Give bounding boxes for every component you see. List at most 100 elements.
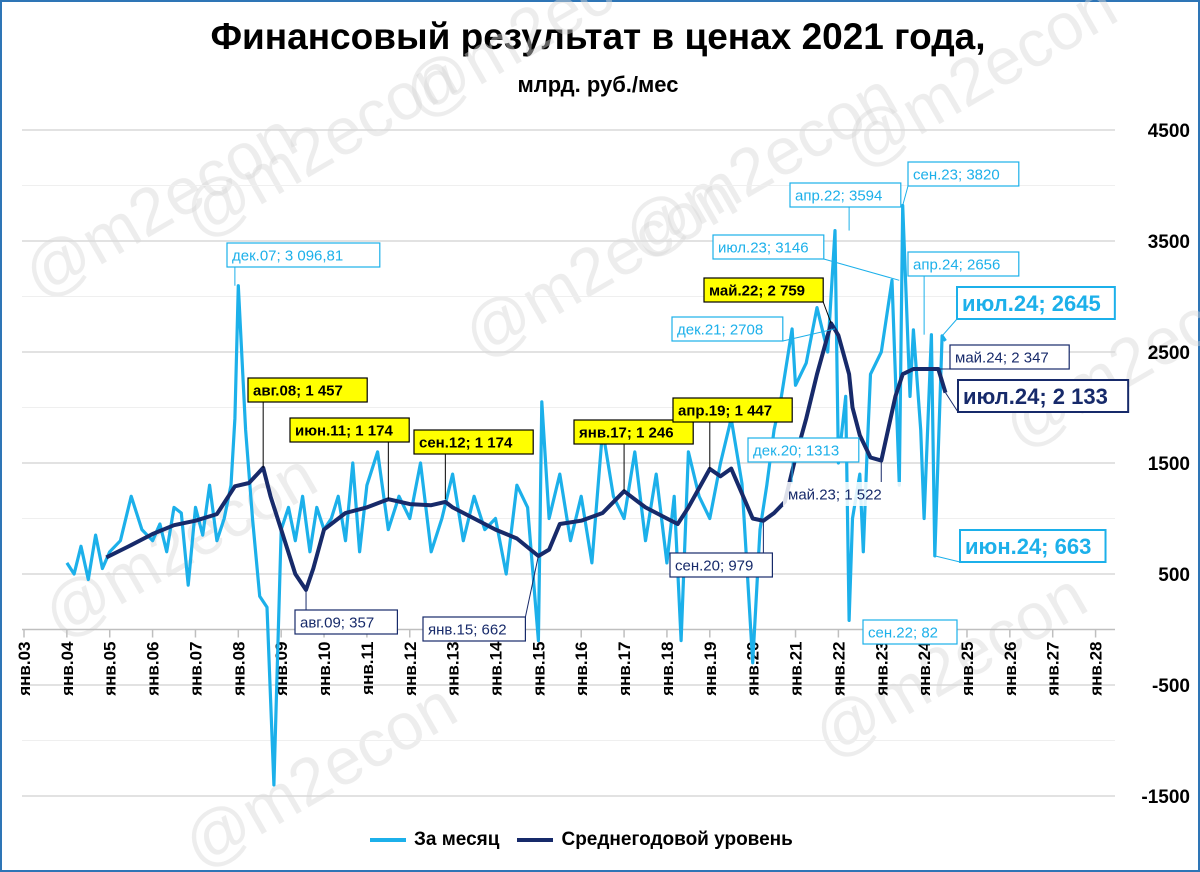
- x-tick-label: янв.26: [1001, 642, 1020, 697]
- callout-box: [671, 316, 784, 342]
- callout-box: [956, 286, 1116, 320]
- callout-box: [226, 242, 381, 268]
- watermark-text: @m2econ: [830, 0, 1128, 182]
- x-tick-label: янв.10: [315, 642, 334, 697]
- x-tick-label: янв.11: [358, 642, 377, 696]
- legend-swatch-monthly: [370, 838, 406, 842]
- legend-swatch-average: [517, 838, 554, 842]
- data-label: авг.09; 357: [300, 614, 374, 631]
- data-label: апр.19; 1 447: [678, 402, 772, 419]
- callout-connector: [822, 301, 832, 324]
- y-tick-label: 3500: [1148, 232, 1190, 253]
- callout-box: [907, 251, 1020, 277]
- x-tick-label: янв.08: [229, 642, 248, 697]
- data-label: авг.08; 1 457: [253, 382, 343, 399]
- callout-connector: [524, 555, 539, 618]
- x-tick-label: янв.23: [872, 642, 891, 697]
- callout-box: [413, 429, 534, 455]
- callout-box: [907, 161, 1020, 187]
- x-tick-label: янв.13: [444, 642, 463, 697]
- y-tick-label: 2500: [1148, 343, 1190, 364]
- y-tick-label: 500: [1158, 565, 1190, 586]
- x-tick-label: янв.09: [272, 642, 291, 697]
- callout-box: [573, 419, 694, 445]
- callout-connector: [782, 328, 836, 342]
- legend-item-average: Среднегодовой уровень: [517, 829, 793, 851]
- legend-label-average: Среднегодовой уровень: [561, 829, 793, 850]
- callout-box: [672, 397, 793, 423]
- x-tick-label: янв.24: [915, 641, 934, 697]
- data-label: сен.12; 1 174: [419, 434, 513, 451]
- x-tick-label: янв.07: [186, 642, 205, 697]
- x-tick-label: янв.18: [658, 642, 677, 697]
- callout-box: [294, 609, 399, 635]
- x-tick-label: янв.17: [615, 642, 634, 697]
- data-label: июл.24; 2 133: [963, 384, 1108, 409]
- x-tick-label: янв.22: [829, 642, 848, 697]
- callout-box: [949, 344, 1070, 370]
- callout-box: [247, 377, 368, 403]
- series-line-average: [105, 321, 948, 592]
- watermark-text: @m2econ: [390, 0, 688, 132]
- watermark-text: @m2econ: [30, 437, 328, 652]
- data-label: сен.20; 979: [675, 557, 753, 574]
- x-tick-label: янв.06: [144, 642, 163, 697]
- x-tick-label: янв.16: [572, 642, 591, 697]
- data-label: май.23; 1 522: [788, 486, 882, 503]
- legend: За месяц Среднегодовой уровень: [370, 826, 793, 854]
- callout-connector: [934, 555, 961, 563]
- x-tick-label: янв.25: [958, 642, 977, 697]
- callout-box: [712, 234, 825, 260]
- data-label: дек.07; 3 096,81: [232, 247, 343, 264]
- data-label: апр.22; 3594: [795, 187, 882, 204]
- callout-connector: [945, 392, 959, 413]
- x-tick-label: янв.20: [744, 642, 763, 697]
- data-label: май.22; 2 759: [709, 282, 805, 299]
- callout-box: [789, 182, 902, 208]
- data-label: дек.20; 1313: [753, 442, 839, 459]
- x-tick-label: янв.03: [15, 642, 34, 697]
- callout-box: [669, 552, 774, 578]
- callout-box: [703, 277, 824, 303]
- callout-box: [422, 616, 527, 642]
- callout-connector: [941, 318, 958, 337]
- x-tick-label: янв.12: [401, 642, 420, 697]
- callout-box: [862, 619, 958, 645]
- data-label: сен.22; 82: [868, 624, 938, 641]
- data-label: июн.24; 663: [965, 534, 1091, 559]
- x-tick-label: янв.19: [701, 642, 720, 697]
- data-label: июл.24; 2645: [962, 291, 1101, 316]
- series-line-monthly: [65, 203, 947, 787]
- x-tick-label: янв.14: [486, 641, 505, 697]
- callout-box: [957, 379, 1130, 413]
- legend-label-monthly: За месяц: [414, 829, 500, 850]
- x-tick-label: янв.05: [101, 642, 120, 697]
- y-tick-label: -1500: [1141, 787, 1190, 808]
- data-label: июл.23; 3146: [718, 239, 809, 256]
- x-tick-label: янв.28: [1087, 642, 1106, 697]
- y-tick-label: 4500: [1148, 121, 1190, 142]
- chart-subtitle: млрд. руб./мес: [517, 72, 679, 97]
- callout-box: [747, 437, 860, 463]
- data-label: май.24; 2 347: [955, 349, 1049, 366]
- legend-item-monthly: За месяц: [370, 829, 499, 851]
- x-tick-label: янв.27: [1044, 642, 1063, 697]
- data-label: сен.23; 3820: [913, 166, 1000, 183]
- data-label: апр.24; 2656: [913, 256, 1000, 273]
- callout-connector: [823, 258, 900, 281]
- data-label: янв.15; 662: [428, 621, 507, 638]
- x-tick-label: янв.21: [787, 642, 806, 697]
- chart-title: Финансовый результат в ценах 2021 года,: [210, 16, 986, 57]
- callout-box: [959, 529, 1107, 563]
- callout-box: [289, 417, 410, 443]
- x-tick-label: янв.04: [58, 641, 77, 697]
- callout-box: [783, 482, 903, 506]
- callout-connector: [902, 185, 909, 206]
- y-tick-label: 1500: [1148, 454, 1190, 475]
- data-label: янв.17; 1 246: [579, 424, 674, 441]
- data-label: июн.11; 1 174: [295, 422, 393, 439]
- y-tick-label: -500: [1152, 676, 1190, 697]
- data-label: дек.21; 2708: [677, 321, 763, 338]
- x-tick-label: янв.15: [529, 642, 548, 697]
